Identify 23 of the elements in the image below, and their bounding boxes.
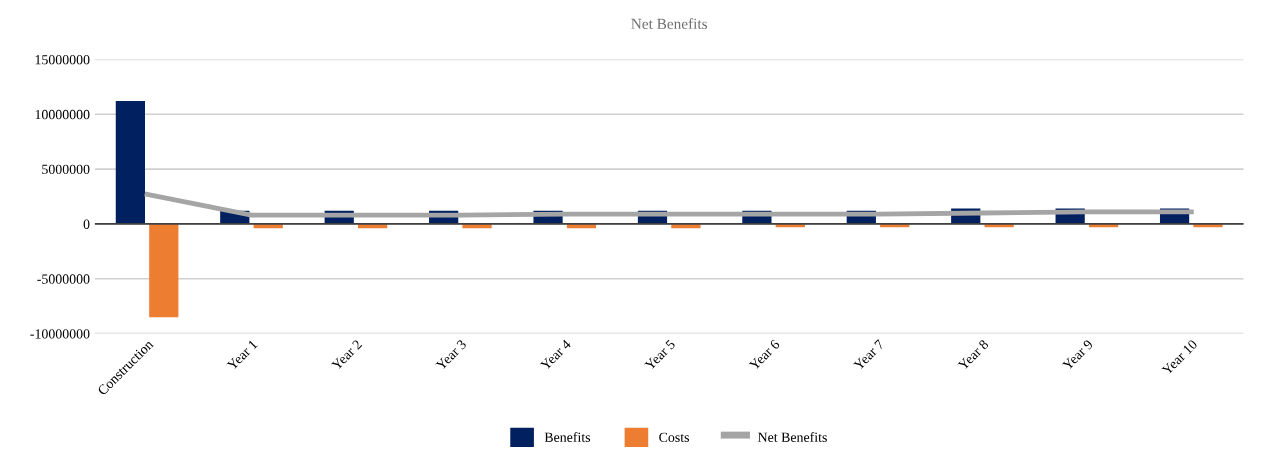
x-tick-label: Year 1 <box>226 339 258 371</box>
bar <box>115 101 145 224</box>
y-tick-label: 15000000 <box>35 54 90 65</box>
x-tick-label: Year 8 <box>957 339 989 371</box>
y-tick-label: 0 <box>83 219 90 229</box>
bar <box>149 223 179 318</box>
y-tick-label: -5000000 <box>37 274 90 284</box>
x-tick-label: Year 7 <box>853 339 885 371</box>
line-series <box>144 191 1194 218</box>
x-tick-label: Year 6 <box>748 339 781 371</box>
legend-label: Costs <box>659 432 690 442</box>
y-tick-label: 5000000 <box>42 164 90 175</box>
x-tick-label: Year 10 <box>1161 339 1198 376</box>
legend-label: Net Benefits <box>757 432 827 442</box>
legend-label: Benefits <box>544 432 591 442</box>
x-tick-label: Year 3 <box>435 339 467 371</box>
x-tick-label: Year 2 <box>330 339 363 371</box>
x-tick-label: Year 9 <box>1061 339 1094 371</box>
chart-title: Net Benefits <box>631 18 708 29</box>
x-tick-label: Year 5 <box>644 339 676 371</box>
y-tick-label: 10000000 <box>35 109 90 120</box>
y-tick-label: -10000000 <box>30 329 90 339</box>
x-tick-label: Year 4 <box>539 338 572 371</box>
